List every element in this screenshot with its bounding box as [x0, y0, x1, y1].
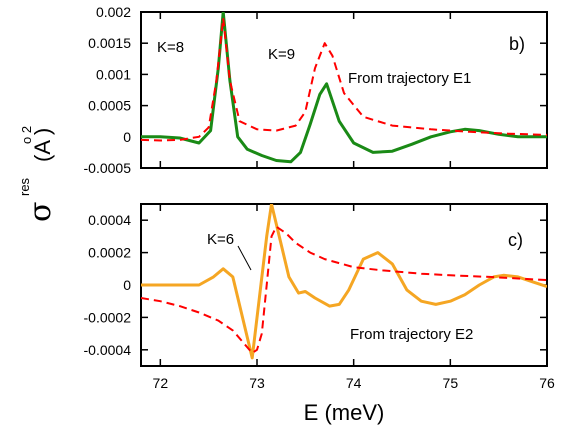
top-series-dashed-line [141, 17, 547, 142]
bottom-series-solid-line [141, 204, 547, 360]
top-series-solid-line [141, 12, 547, 164]
bottom-x-axis: 72 73 74 75 76 [153, 204, 555, 391]
y-axis-superscript: res [17, 177, 32, 196]
bottom-annotation: From trajectory E2 [350, 326, 473, 343]
bottom-series-dashed-line [141, 225, 547, 354]
bottom-x-tick-label: 73 [249, 375, 265, 391]
top-y-axis: -0.0005 0 0.0005 0.001 0.0015 0.002 [84, 4, 547, 176]
panel-top: -0.0005 0 0.0005 0.001 0.0015 0.002 K=8 K=9 b… [84, 4, 548, 176]
top-y-tick-label: 0.0015 [88, 35, 131, 51]
y-axis-symbol: σ [23, 202, 58, 222]
k6-pointer-line [237, 245, 252, 271]
panel-top-frame [140, 11, 548, 169]
panel-bottom: -0.0004 -0.0002 0 0.0002 0.0004 72 73 74 75 76 K… [84, 203, 555, 391]
top-peak-label-k9: K=9 [268, 46, 295, 63]
bottom-peak-label-k6: K=6 [207, 231, 234, 248]
top-x-axis [159, 12, 548, 168]
top-y-tick-label: -0.0005 [84, 160, 132, 176]
top-y-tick-label: 0 [123, 129, 131, 145]
top-y-tick-label: 0.0005 [88, 98, 131, 114]
bottom-y-tick-label: 0.0004 [88, 212, 131, 228]
top-y-tick-label: 0.001 [96, 66, 131, 82]
bottom-x-tick-label: 74 [346, 375, 362, 391]
top-series-group [141, 12, 547, 164]
y-axis-title: σ res o 2 (A ) [17, 126, 58, 222]
top-y-tick-label: 0.002 [96, 4, 131, 20]
bottom-y-tick-label: 0.0002 [88, 245, 131, 261]
bottom-x-tick-label: 72 [153, 375, 169, 391]
bottom-y-tick-label: 0 [123, 277, 131, 293]
top-annotation: From trajectory E1 [348, 70, 471, 87]
bottom-y-tick-label: -0.0004 [84, 342, 132, 358]
y-axis-unit: (A ) [30, 128, 55, 162]
bottom-x-tick-label: 76 [539, 375, 555, 391]
bottom-x-tick-label: 75 [443, 375, 459, 391]
top-panel-label: b) [509, 34, 525, 54]
x-axis-title: E (meV) [304, 400, 385, 425]
bottom-series-group [141, 204, 547, 360]
top-peak-label-k8: K=8 [157, 39, 184, 56]
bottom-panel-label: c) [508, 230, 523, 250]
y-axis-unit-exponent: o 2 [19, 126, 34, 144]
bottom-y-tick-label: -0.0002 [84, 309, 132, 325]
bottom-y-axis: -0.0004 -0.0002 0 0.0002 0.0004 [84, 212, 547, 358]
